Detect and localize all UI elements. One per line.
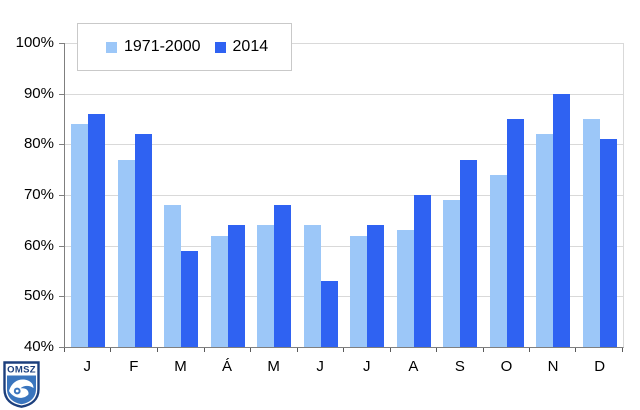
x-axis-label: J bbox=[316, 358, 324, 375]
bar bbox=[117, 159, 135, 347]
x-axis-label: D bbox=[594, 358, 606, 375]
bar bbox=[367, 225, 385, 347]
x-axis-label: M bbox=[174, 358, 187, 375]
plot-area bbox=[59, 43, 624, 352]
gridline bbox=[65, 93, 623, 95]
bar bbox=[257, 225, 275, 347]
bar bbox=[582, 119, 600, 347]
y-axis-tick bbox=[59, 347, 64, 348]
bar-group-10 bbox=[484, 43, 531, 347]
bar-group-7 bbox=[344, 43, 391, 347]
chart-legend: 1971-2000 2014 bbox=[77, 23, 292, 71]
bar bbox=[506, 119, 524, 347]
x-axis-tick bbox=[575, 348, 577, 352]
x-axis-tick bbox=[482, 348, 484, 352]
x-axis-tick bbox=[343, 348, 344, 352]
gridline bbox=[65, 43, 623, 44]
bar bbox=[134, 134, 152, 347]
bar-group-6 bbox=[298, 43, 345, 347]
x-axis-label: F bbox=[129, 358, 139, 375]
x-axis-label: S bbox=[454, 358, 465, 375]
bar-group-2 bbox=[112, 43, 159, 347]
bar bbox=[460, 159, 478, 347]
y-axis-label: 50% bbox=[23, 287, 54, 305]
gridline bbox=[65, 245, 623, 247]
legend-swatch-light-blue bbox=[106, 41, 117, 53]
y-axis-label: 60% bbox=[23, 236, 54, 254]
omsz-logo: OMSZ bbox=[3, 361, 40, 408]
y-axis-tick bbox=[59, 93, 64, 95]
bar-group-8 bbox=[391, 43, 438, 347]
bar bbox=[413, 195, 431, 347]
bar bbox=[181, 250, 199, 347]
gridline bbox=[65, 195, 623, 196]
bar bbox=[350, 235, 368, 347]
bar bbox=[553, 93, 571, 347]
x-axis-tick bbox=[64, 348, 65, 352]
bar bbox=[274, 205, 292, 347]
x-axis-label: J bbox=[363, 358, 371, 375]
x-axis-tick bbox=[203, 348, 205, 352]
x-axis-tick bbox=[249, 348, 251, 352]
x-axis-tick bbox=[389, 348, 391, 352]
bar-group-5 bbox=[251, 43, 298, 347]
bar bbox=[536, 134, 554, 347]
y-axis-tick bbox=[59, 195, 64, 196]
gridline bbox=[65, 144, 623, 146]
y-axis-tick bbox=[59, 245, 64, 247]
gridline bbox=[65, 296, 623, 298]
x-axis-label: N bbox=[547, 358, 559, 375]
x-axis-tick bbox=[529, 348, 530, 352]
y-axis-tick bbox=[59, 144, 64, 146]
legend-entry-2014: 2014 bbox=[214, 38, 269, 56]
y-axis-label: 90% bbox=[23, 84, 54, 102]
bar-group-9 bbox=[437, 43, 484, 347]
bar-group-4 bbox=[205, 43, 252, 347]
bar-group-11 bbox=[530, 43, 577, 347]
bar bbox=[599, 139, 617, 347]
x-axis-tick bbox=[156, 348, 158, 352]
x-axis-label: A bbox=[408, 358, 419, 375]
bar bbox=[227, 225, 245, 347]
y-axis-label: 70% bbox=[23, 186, 54, 203]
bar bbox=[71, 124, 89, 347]
legend-entry-1971-2000: 1971-2000 bbox=[106, 38, 201, 56]
bar-groups bbox=[65, 43, 623, 347]
legend-label: 2014 bbox=[232, 38, 269, 55]
bar bbox=[489, 174, 507, 347]
logo-text: OMSZ bbox=[7, 365, 36, 376]
y-axis-tick bbox=[59, 43, 64, 44]
logo-wave-spiral-center bbox=[15, 389, 19, 393]
y-axis-label: 40% bbox=[23, 338, 54, 355]
bar bbox=[210, 235, 228, 347]
x-axis-label: Á bbox=[222, 358, 233, 375]
x-axis-tick bbox=[296, 348, 298, 352]
legend-swatch-dark-blue bbox=[214, 41, 226, 53]
bar bbox=[320, 281, 338, 347]
legend-label: 1971-2000 bbox=[124, 38, 201, 55]
y-axis-tick bbox=[59, 296, 64, 298]
bar-group-1 bbox=[65, 43, 112, 347]
x-axis-label: O bbox=[500, 358, 513, 375]
bar bbox=[443, 200, 461, 347]
bar bbox=[88, 113, 106, 347]
bar-group-12 bbox=[577, 43, 624, 347]
x-axis-tick bbox=[110, 348, 112, 352]
x-axis-tick bbox=[622, 348, 623, 352]
bar bbox=[303, 225, 321, 347]
bar bbox=[396, 230, 414, 347]
y-axis-label: 100% bbox=[15, 34, 54, 51]
bar bbox=[164, 205, 182, 347]
x-axis-tick bbox=[435, 348, 437, 352]
x-axis-label: J bbox=[83, 358, 92, 375]
y-axis-label: 80% bbox=[23, 135, 54, 153]
bar-group-3 bbox=[158, 43, 205, 347]
x-axis-label: M bbox=[267, 358, 280, 375]
